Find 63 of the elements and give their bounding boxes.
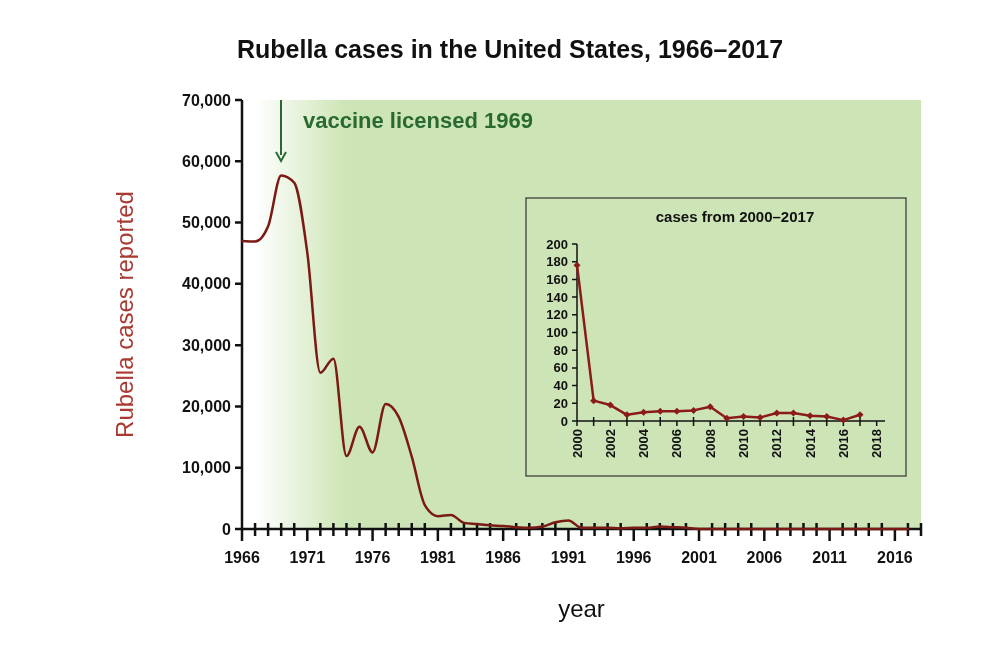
x-tick-label: 2016 (877, 549, 913, 566)
x-tick-label: 2001 (681, 549, 717, 566)
x-tick-label: 2000 (569, 429, 585, 458)
point (656, 407, 664, 415)
x-tick-label: 1976 (354, 549, 391, 566)
y-tick-label: 200 (546, 236, 568, 252)
chart-title: Rubella cases in the United States, 1966–2017 (236, 35, 784, 63)
point (673, 407, 681, 415)
y-tick-label: 80 (553, 342, 568, 358)
point (856, 411, 864, 419)
x-axis-title: year (558, 595, 605, 622)
x-tick-label: 2002 (602, 429, 618, 458)
x-tick-label: 2010 (735, 429, 751, 458)
x-tick-label: 1991 (550, 549, 587, 566)
x-tick-label: 1971 (289, 549, 326, 566)
y-tick-label: 100 (546, 325, 568, 340)
y-tick-label: 160 (546, 271, 568, 287)
point (806, 412, 814, 420)
point (690, 406, 698, 414)
x-tick-label: 2008 (702, 429, 718, 458)
point (739, 413, 747, 421)
point (640, 408, 648, 416)
y-axis-title: Rubella cases reported (110, 191, 138, 438)
x-tick-label: 2011 (812, 549, 848, 566)
point (756, 413, 764, 421)
point (706, 403, 714, 411)
y-tick-label: 70,000 (182, 91, 232, 109)
x-tick-label: 2006 (746, 549, 783, 566)
x-tick-label: 1986 (485, 549, 522, 566)
y-tick-label: 0 (560, 413, 568, 429)
y-tick-label: 50,000 (182, 214, 232, 232)
point (623, 411, 631, 419)
x-tick-label: 2004 (636, 428, 652, 458)
x-tick-label: 2018 (869, 429, 885, 458)
point (606, 401, 614, 409)
y-tick-label: 180 (546, 254, 568, 270)
y-tick-label: 40 (553, 378, 568, 394)
line-series (240, 174, 910, 531)
point (723, 414, 731, 422)
point (590, 397, 598, 405)
y-tick-label: 140 (546, 289, 568, 305)
x-tick-label: 1966 (224, 549, 260, 566)
point (573, 261, 581, 269)
x-tick-label: 2012 (769, 429, 785, 458)
y-tick-label: 20 (553, 395, 568, 411)
y-tick-label: 0 (222, 520, 232, 538)
chart-title: cases from 2000–2017 (655, 208, 815, 225)
x-tick-label: 2006 (669, 429, 685, 458)
y-tick-label: 60,000 (182, 152, 232, 170)
y-tick-label: 120 (546, 307, 568, 323)
y-tick-label: 30,000 (182, 336, 232, 354)
point (773, 409, 781, 417)
y-tick-label: 40,000 (182, 275, 232, 293)
x-tick-label: 1996 (615, 549, 652, 566)
y-tick-label: 60 (553, 360, 568, 376)
x-tick-label: 2016 (835, 429, 851, 458)
x-tick-label: 1981 (420, 549, 456, 566)
y-tick-label: 20,000 (182, 397, 232, 415)
annotation: vaccine licensed 1969 (303, 108, 533, 133)
point (823, 413, 831, 421)
x-tick-label: 2014 (802, 428, 818, 458)
y-tick-label: 10,000 (182, 459, 232, 477)
point (839, 416, 847, 424)
